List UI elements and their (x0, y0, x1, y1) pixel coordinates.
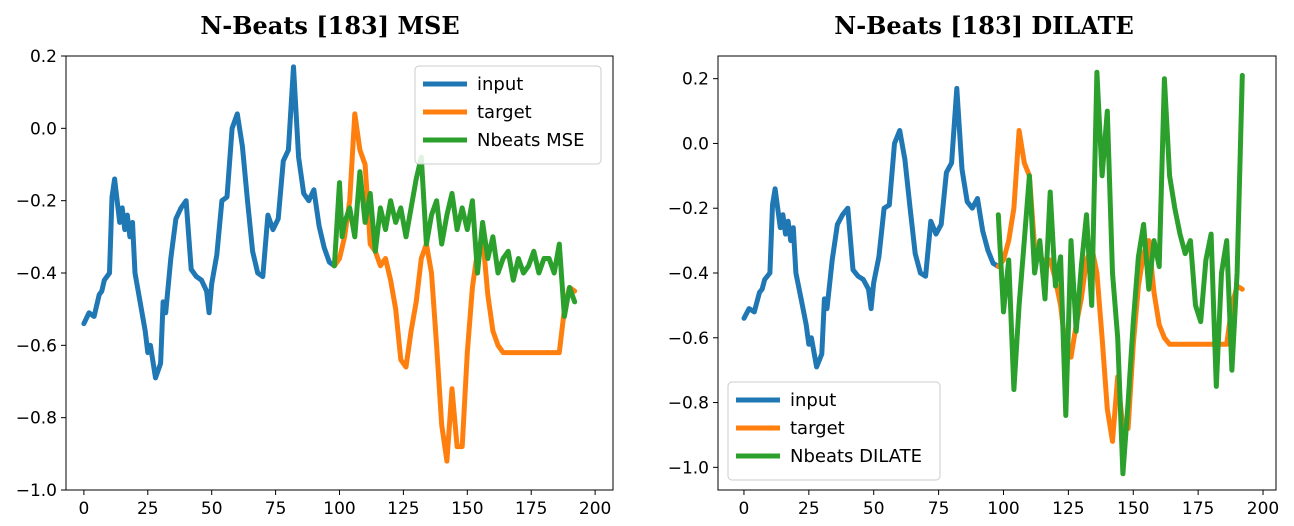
y-tick-label: 0.0 (30, 119, 57, 139)
x-tick-label: 50 (201, 499, 223, 519)
legend-label: Nbeats DILATE (790, 446, 922, 467)
x-tick-label: 150 (1117, 499, 1149, 519)
y-tick-label: −0.6 (668, 329, 709, 349)
x-tick-label: 125 (387, 499, 419, 519)
x-tick-label: 150 (451, 499, 483, 519)
y-tick-label: −0.8 (668, 394, 709, 414)
y-axis-ticks: 0.2 0.0 −0.2 −0.4 −0.6 −0.8 −1.0 (668, 70, 718, 478)
legend: input target Nbeats MSE (414, 65, 602, 165)
y-tick-label: 0.2 (30, 47, 57, 67)
y-tick-label: −0.2 (16, 192, 57, 212)
series-group (741, 69, 1245, 477)
y-tick-label: −1.0 (668, 458, 709, 478)
chart-mse: N-Beats [183] MSE 0 25 50 75 100 125 150 175 200… (16, 11, 614, 519)
legend-label: Nbeats MSE (477, 130, 584, 151)
legend-label: input (477, 74, 523, 95)
plot-frame (717, 55, 1277, 491)
x-tick-label: 0 (739, 499, 750, 519)
y-tick-label: 0.2 (682, 70, 709, 90)
x-tick-label: 75 (265, 499, 287, 519)
x-tick-label: 25 (137, 499, 159, 519)
legend-label: input (790, 390, 836, 411)
y-tick-label: −0.2 (668, 199, 709, 219)
x-tick-label: 125 (1052, 499, 1084, 519)
y-tick-label: −0.6 (16, 336, 57, 356)
legend-label: target (790, 418, 845, 439)
plot-frame (65, 55, 614, 491)
chart-dilate: N-Beats [183] DILATE 0 25 50 75 100 125 150 175… (668, 11, 1280, 519)
x-tick-label: 0 (78, 499, 89, 519)
chart-title: N-Beats [183] DILATE (834, 11, 1134, 40)
x-tick-label: 200 (1247, 499, 1279, 519)
series-line-input (741, 85, 1001, 370)
x-tick-label: 100 (987, 499, 1019, 519)
x-tick-label: 100 (323, 499, 355, 519)
x-tick-label: 75 (928, 499, 950, 519)
y-tick-label: −0.4 (16, 264, 57, 284)
y-tick-label: −1.0 (16, 481, 57, 501)
series-line-target (331, 111, 578, 464)
legend-box (727, 381, 941, 481)
series-line-nbeats-mse (331, 154, 578, 319)
x-tick-label: 175 (1182, 499, 1214, 519)
legend: input target Nbeats DILATE (727, 381, 941, 481)
y-tick-label: −0.4 (668, 264, 709, 284)
x-tick-label: 200 (579, 499, 611, 519)
y-tick-label: 0.0 (682, 134, 709, 154)
series-line-input (81, 64, 337, 381)
y-axis-ticks: 0.2 0.0 −0.2 −0.4 −0.6 −0.8 −1.0 (16, 47, 66, 501)
x-axis-ticks: 0 25 50 75 100 125 150 175 200 (78, 490, 611, 519)
legend-label: target (477, 102, 532, 123)
chart-title: N-Beats [183] MSE (200, 11, 459, 40)
x-tick-label: 175 (515, 499, 547, 519)
y-tick-label: −0.8 (16, 409, 57, 429)
x-tick-label: 50 (863, 499, 885, 519)
x-axis-ticks: 0 25 50 75 100 125 150 175 200 (739, 490, 1279, 519)
x-tick-label: 25 (798, 499, 820, 519)
series-group (81, 64, 578, 464)
series-line-nbeats-dilate (995, 69, 1245, 477)
